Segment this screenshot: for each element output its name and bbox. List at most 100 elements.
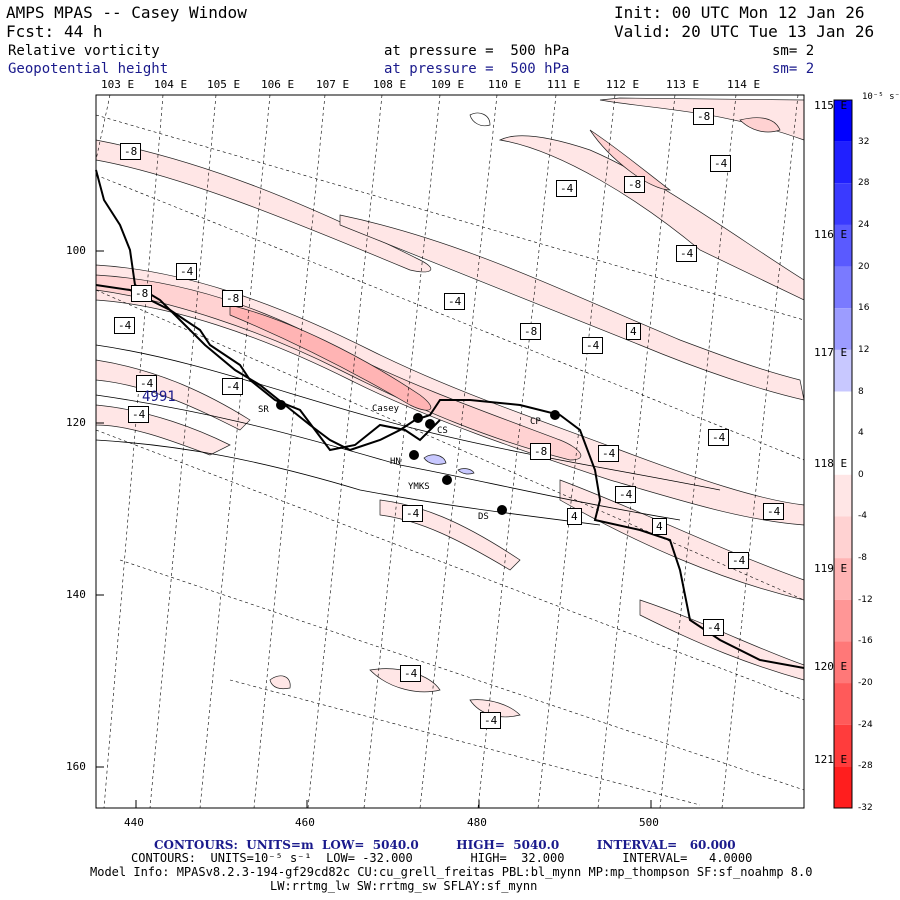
x-tick-label: 480	[467, 816, 487, 829]
height-contour-label: 4991	[142, 389, 176, 405]
colorbar-tick-label: 4	[858, 428, 864, 439]
contour-value-label: -4	[136, 375, 158, 392]
lon-label: 112 E	[606, 78, 640, 91]
contour-value-label: -4	[763, 503, 785, 520]
colorbar-unit: 10⁻⁵ s⁻¹	[862, 92, 900, 102]
colorbar-swatch	[834, 141, 852, 184]
station-marker-ds	[497, 505, 507, 515]
field1-level: at pressure = 500 hPa	[384, 43, 570, 59]
station-marker-ymks	[442, 475, 452, 485]
lat-lon-grid	[95, 94, 805, 809]
footer-vorticity-contours: CONTOURS: UNITS=10⁻⁵ s⁻¹ LOW= -32.000 HI…	[131, 851, 753, 865]
y-tick-label: 120	[66, 416, 86, 429]
colorbar-tick-label: -28	[858, 761, 873, 772]
contour-value-label: -4	[615, 486, 637, 503]
field1-name: Relative vorticity	[8, 43, 160, 59]
contour-value-label: -8	[624, 176, 646, 193]
colorbar-tick-label: -24	[858, 719, 873, 730]
colorbar-tick-label: 16	[858, 303, 870, 314]
footer-model-info: Model Info: MPASv8.2.3-194-gf29cd82c CU:…	[90, 865, 813, 879]
lon-label: 113 E	[666, 78, 700, 91]
footer-height-contours: CONTOURS: UNITS=m LOW= 5040.0 HIGH= 5040…	[154, 838, 736, 852]
lon-label: 106 E	[261, 78, 295, 91]
colorbar-swatch	[834, 599, 852, 642]
colorbar-swatch	[834, 349, 852, 392]
lon-label: 108 E	[373, 78, 407, 91]
contour-value-label: 4	[567, 508, 582, 525]
colorbar-tick-label: -32	[858, 803, 873, 813]
forecast-hour: 44 h	[64, 22, 103, 41]
contour-value-label: -4	[676, 245, 698, 262]
contour-value-label: -4	[598, 445, 620, 462]
contour-value-label: -4	[556, 180, 578, 197]
contour-value-label: -8	[222, 290, 244, 307]
y-tick-label: 160	[66, 760, 86, 773]
colorbar-swatch	[834, 224, 852, 267]
contour-value-label: -4	[703, 619, 725, 636]
colorbar-tick-label: 32	[858, 136, 870, 147]
station-marker-cp	[550, 410, 560, 420]
colorbar-tick-label: 0	[858, 469, 864, 480]
colorbar	[833, 99, 853, 809]
station-markers	[276, 400, 560, 515]
contour-value-label: -4	[708, 429, 730, 446]
colorbar-tick-label: -4	[858, 511, 867, 522]
colorbar-tick-label: -8	[858, 553, 867, 564]
colorbar-tick-label: -16	[858, 636, 873, 647]
station-label: Casey	[372, 404, 400, 414]
station-label: DS	[478, 512, 489, 522]
lon-label: 121 E	[814, 753, 848, 766]
field2-level: at pressure = 500 hPa	[384, 61, 570, 77]
lon-label: 111 E	[547, 78, 581, 91]
station-marker-cs	[425, 419, 435, 429]
lon-label: 118 E	[814, 457, 848, 470]
station-label: YMKS	[408, 482, 430, 492]
lon-label: 115 E	[814, 99, 848, 112]
y-tick-label: 100	[66, 244, 86, 257]
lon-label: 119 E	[814, 562, 848, 575]
axis-ticks	[96, 250, 652, 808]
contour-value-label: -8	[530, 443, 552, 460]
init-time: Init: 00 UTC Mon 12 Jan 26	[614, 3, 865, 22]
colorbar-swatch	[834, 391, 852, 434]
colorbar-swatch	[834, 683, 852, 725]
map-title: AMPS MPAS -- Casey Window	[6, 3, 247, 22]
lon-label: 114 E	[727, 78, 761, 91]
lon-label: 117 E	[814, 346, 848, 359]
station-marker-casey	[413, 413, 423, 423]
contour-value-label: 4	[626, 323, 641, 340]
colorbar-tick-label: -12	[858, 594, 873, 605]
contour-value-label: 4	[652, 518, 667, 535]
station-marker-hn	[409, 450, 419, 460]
colorbar-tick-label: 24	[858, 219, 870, 230]
footer-radiation-info: LW:rrtmg_lw SW:rrtmg_sw SFLAY:sf_mynn	[270, 879, 538, 893]
contour-value-label: -4	[480, 712, 502, 729]
contour-value-label: -4	[400, 665, 422, 682]
contour-value-label: -4	[710, 155, 732, 172]
x-tick-label: 440	[124, 816, 144, 829]
y-tick-label: 140	[66, 588, 86, 601]
contour-value-label: -4	[402, 505, 424, 522]
contour-value-label: -4	[114, 317, 136, 334]
colorbar-swatch	[834, 766, 852, 808]
colorbar-tick-label: 8	[858, 386, 864, 397]
station-label: SR	[258, 405, 269, 415]
colorbar-swatch	[834, 641, 852, 684]
colorbar-swatch	[834, 183, 852, 225]
colorbar-swatch	[834, 433, 852, 475]
contour-value-label: -4	[222, 378, 244, 395]
vorticity-shading	[95, 97, 805, 718]
colorbar-tick-label: 28	[858, 178, 870, 189]
colorbar-tick-label: 20	[858, 261, 870, 272]
station-marker-sr	[276, 400, 286, 410]
colorbar-swatch	[834, 474, 852, 517]
contour-value-label: -4	[176, 263, 198, 280]
lon-label: 120 E	[814, 660, 848, 673]
colorbar-tick-label: -20	[858, 678, 873, 689]
lon-label: 104 E	[154, 78, 188, 91]
lon-label: 107 E	[316, 78, 350, 91]
height-contours	[95, 344, 721, 526]
contour-value-label: -4	[444, 293, 466, 310]
field2-smoothing: sm= 2	[772, 61, 815, 77]
